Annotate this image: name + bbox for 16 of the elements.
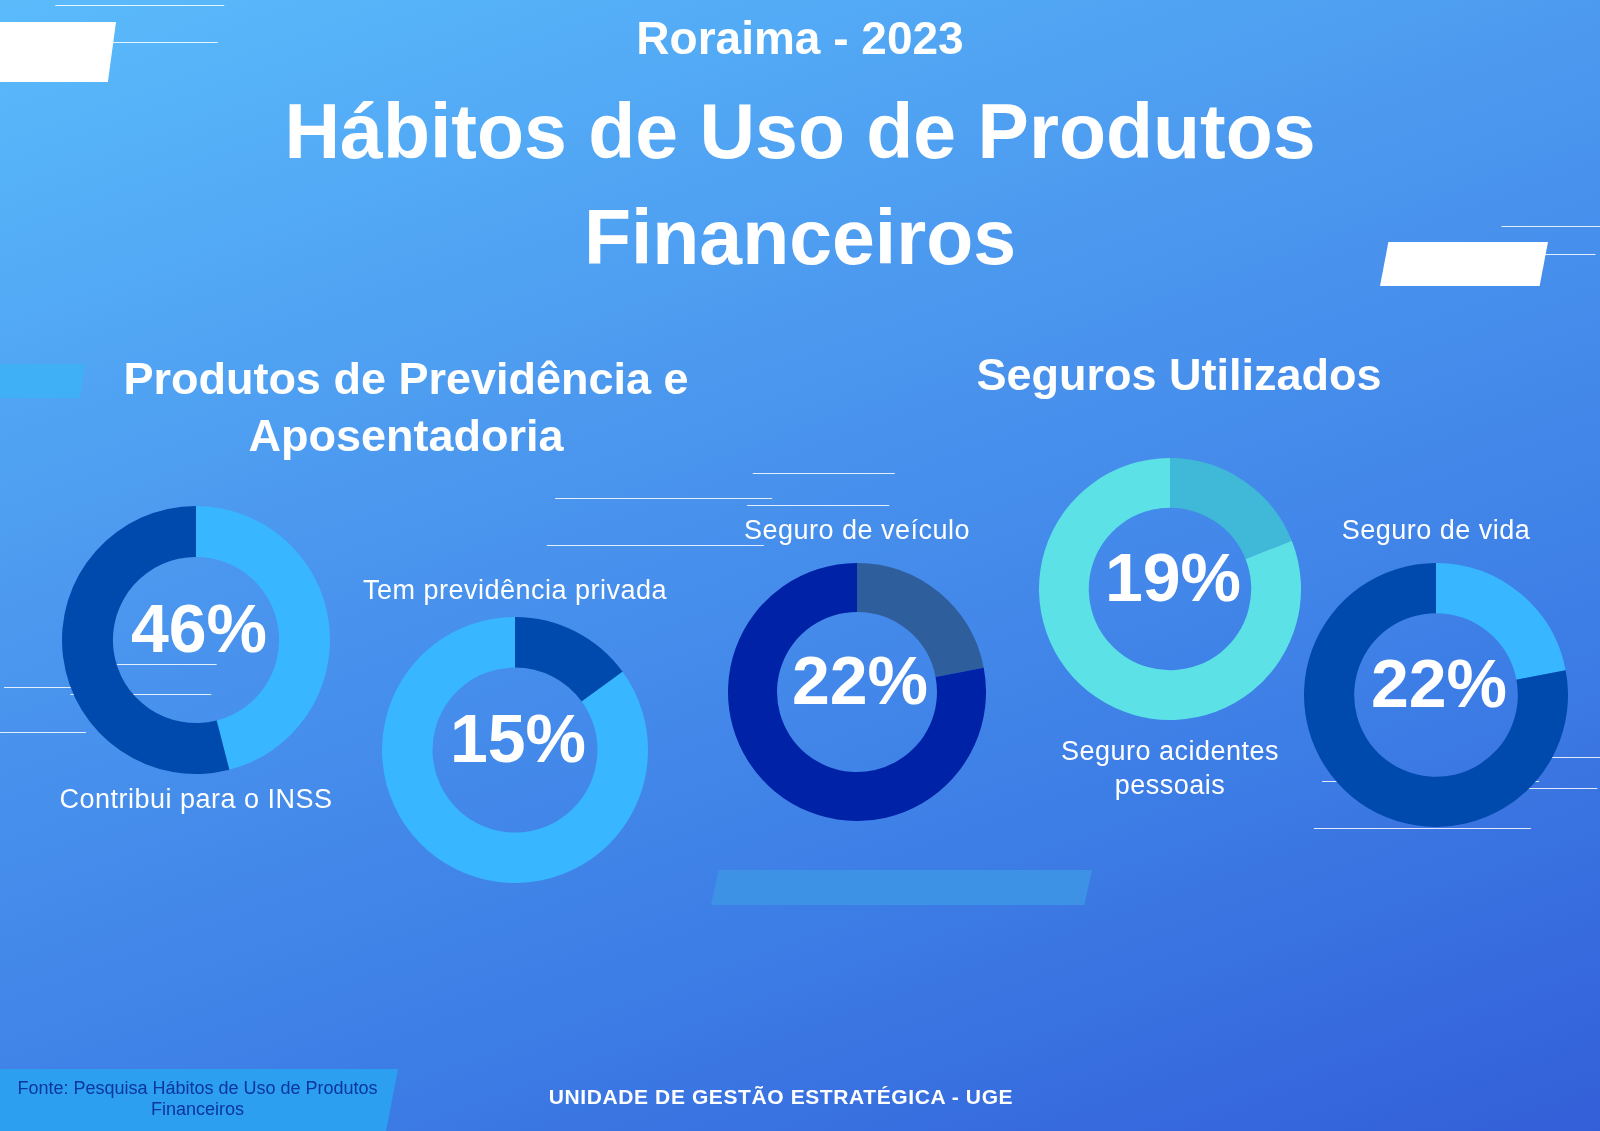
chart-title: Tem previdência privada [361, 574, 669, 607]
data-label: 22% [1370, 644, 1508, 721]
data-label: 19% [1104, 538, 1242, 615]
source-note: Fonte: Pesquisa Hábitos de Uso de Produtos Financeiros [16, 1078, 379, 1120]
text: Hábitos de Uso de Produtos Financeiros [283, 87, 1317, 282]
text: UNIDADE DE GESTÃO ESTRATÉGICA - UGE [547, 1084, 1015, 1110]
data-label: 46% [130, 589, 268, 666]
text: Produtos de Previdência e Aposentadoria [122, 352, 690, 463]
chart-title: Seguro de veículo [742, 514, 972, 547]
data-label: 15% [449, 699, 587, 776]
text: Seguros Utilizados [975, 348, 1383, 402]
text: Roraima - 2023 [635, 12, 965, 64]
data-label: 22% [791, 641, 929, 718]
text: Seguro acidentes pessoais [1059, 735, 1281, 802]
chart-title: Seguro de vida [1340, 514, 1532, 547]
text: Contribui para o INSS [58, 783, 334, 816]
